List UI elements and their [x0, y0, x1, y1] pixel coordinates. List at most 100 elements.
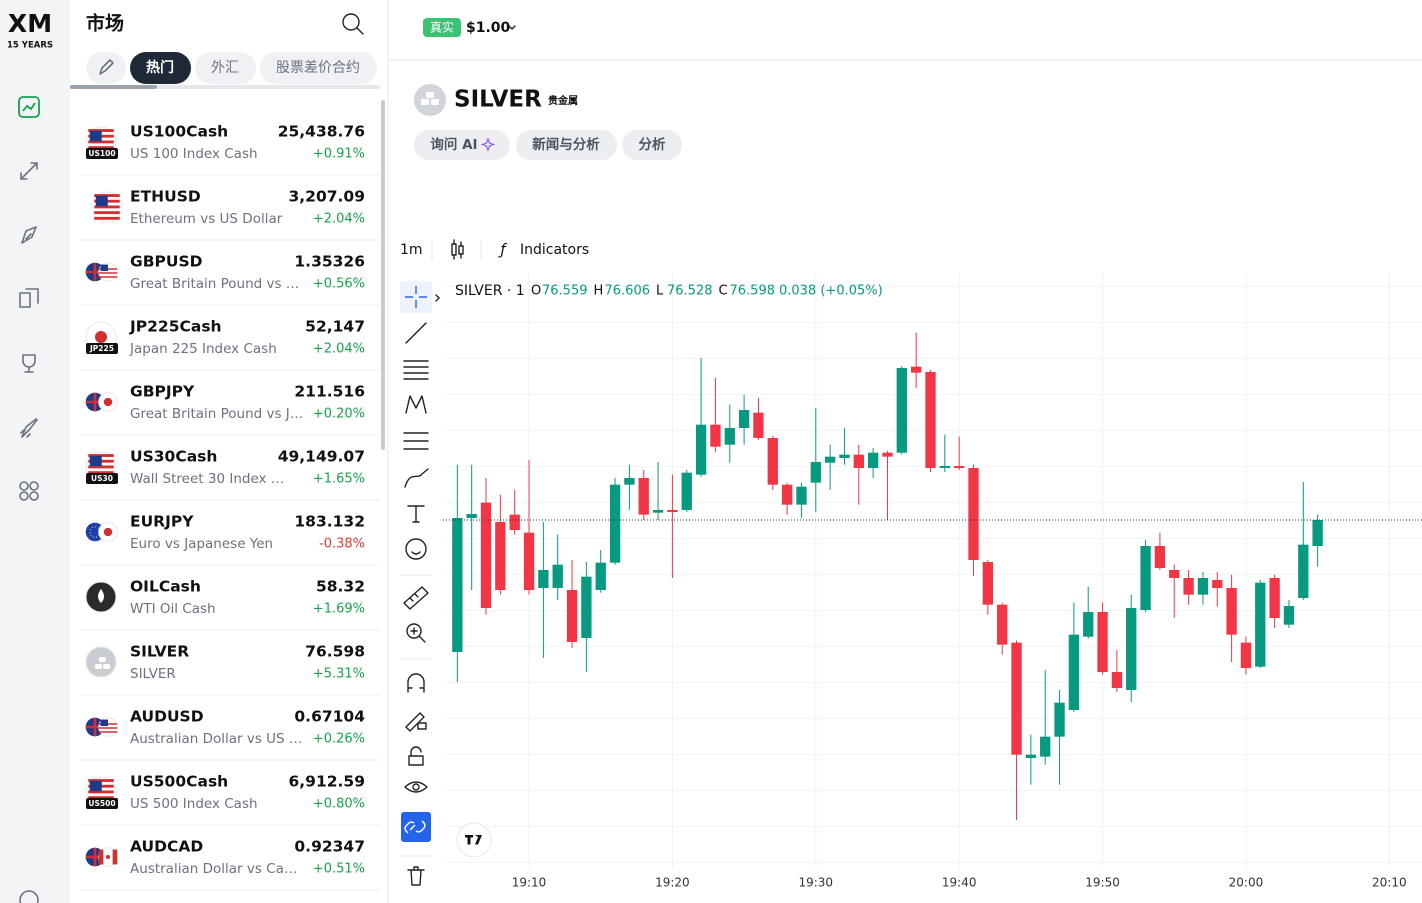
- candle-body: [552, 564, 563, 588]
- projection-tool[interactable]: [403, 432, 429, 450]
- flag-stripe: [88, 146, 114, 150]
- news-button[interactable]: [516, 130, 617, 160]
- emoji-smile: [411, 551, 421, 555]
- candle: [638, 470, 649, 520]
- nav-markets[interactable]: [18, 96, 40, 118]
- flag-badge: [86, 473, 118, 484]
- candle-body: [452, 518, 463, 652]
- market-row[interactable]: US30 US30Cash Wall Street 30 Index … 49,149…: [80, 448, 380, 501]
- candle-body: [997, 604, 1008, 645]
- sync-tool-bg: [401, 812, 431, 842]
- market-row[interactable]: US100 US100Cash US 100 Index Cash 25,438.76…: [80, 123, 380, 176]
- market-title: 市场: [86, 12, 124, 35]
- x-tick-label: 20:10: [1372, 876, 1407, 890]
- legend-key: O: [531, 284, 541, 299]
- market-row[interactable]: AUDCAD Australian Dollar vs Ca… 0.92347 +0.…: [80, 838, 380, 891]
- flag-canton: [100, 719, 108, 727]
- nav-explore[interactable]: [21, 226, 37, 244]
- candle: [1298, 482, 1309, 600]
- candle: [538, 522, 549, 658]
- chart-type-button[interactable]: [451, 239, 464, 260]
- balance-chevron[interactable]: [508, 25, 516, 30]
- market-row[interactable]: JP225 JP225Cash Japan 225 Index Cash 52,147…: [80, 318, 380, 371]
- candle: [925, 370, 936, 472]
- visibility-tool[interactable]: [404, 781, 428, 793]
- legend-label: SILVER · 1: [455, 283, 525, 299]
- account-mode-badge[interactable]: [423, 18, 461, 37]
- legend-value: 76.598: [730, 284, 776, 299]
- nav-trophy[interactable]: [22, 354, 36, 373]
- market-row[interactable]: OILCash WTI Oil Cash 58.32 +1.69%: [80, 578, 380, 631]
- nav-trade[interactable]: [20, 162, 38, 180]
- candle: [667, 474, 678, 578]
- tools-expand[interactable]: [435, 294, 440, 302]
- text-tool[interactable]: [407, 505, 425, 523]
- nav-support[interactable]: [19, 890, 39, 903]
- candle-body: [1197, 578, 1209, 595]
- lock-draw-tool[interactable]: [405, 712, 427, 732]
- market-row[interactable]: US500 US500Cash US 500 Index Cash 6,912.59 +…: [80, 773, 380, 826]
- x-tick-label: 20:00: [1229, 876, 1264, 890]
- ask-ai-button[interactable]: [414, 130, 510, 160]
- row-name: Australian Dollar vs Ca…: [130, 861, 297, 877]
- analysis-button[interactable]: [622, 130, 682, 160]
- tab-active[interactable]: [130, 52, 191, 84]
- trend-line-tool[interactable]: [405, 322, 427, 344]
- candle: [767, 436, 778, 490]
- fib-tool[interactable]: [403, 360, 429, 380]
- account-balance[interactable]: $1.00: [466, 20, 511, 36]
- delete-tool[interactable]: [407, 866, 425, 886]
- grid-horizontal: [443, 272, 1422, 868]
- candle: [1312, 514, 1323, 567]
- candle-body: [1226, 588, 1237, 635]
- row-price: 58.32: [316, 578, 365, 596]
- emoji-tool[interactable]: [405, 538, 427, 560]
- flag-canton: [89, 455, 102, 467]
- row-name: WTI Oil Cash: [130, 601, 216, 617]
- candle: [954, 436, 965, 470]
- lock-tool[interactable]: [408, 746, 424, 766]
- cursor-tool[interactable]: [405, 286, 427, 308]
- market-row[interactable]: GBPJPY Great Britain Pound vs J… 211.516 +0…: [80, 383, 380, 436]
- search-button[interactable]: [342, 13, 364, 35]
- nav-rocket[interactable]: [20, 418, 38, 438]
- candle: [681, 470, 692, 512]
- action-label: 分析: [639, 136, 667, 153]
- interval[interactable]: 1m: [400, 242, 423, 258]
- flag-stripe: [88, 140, 114, 144]
- ruler-tool[interactable]: [403, 586, 429, 610]
- tab[interactable]: [195, 52, 256, 84]
- magnet-tool[interactable]: [407, 673, 425, 693]
- market-row[interactable]: AUDUSD Australian Dollar vs US … 0.67104 +0…: [80, 708, 380, 761]
- candle-body: [839, 454, 850, 458]
- pattern-tool[interactable]: [405, 395, 427, 414]
- zoom-tool[interactable]: [406, 623, 422, 639]
- edit-tab[interactable]: [86, 52, 126, 84]
- list-scrollbar[interactable]: [381, 100, 385, 450]
- candle-body: [523, 532, 535, 590]
- indicators-button[interactable]: Indicators: [520, 242, 589, 258]
- market-row[interactable]: SILVER SILVER 76.598 +5.31%: [80, 643, 380, 696]
- nav-markets-glyph: [22, 102, 36, 112]
- candle: [724, 404, 735, 463]
- row-change: +0.20%: [313, 407, 365, 422]
- sync-tool[interactable]: [404, 820, 426, 834]
- candle-body: [1240, 642, 1252, 668]
- flag-badge-label: US500: [88, 799, 115, 808]
- legend-key: C: [719, 284, 728, 299]
- brush-tool[interactable]: [404, 468, 429, 488]
- row-symbol: SILVER: [130, 643, 189, 661]
- row-symbol: JP225Cash: [129, 318, 222, 336]
- market-row[interactable]: ETHUSD Ethereum vs US Dollar 3,207.09 +2.04…: [80, 188, 380, 241]
- market-row[interactable]: GBPUSD Great Britain Pound vs … 1.35326 +0.…: [80, 253, 380, 306]
- row-change: +1.69%: [313, 602, 365, 617]
- tab[interactable]: [260, 52, 377, 84]
- nav-copy[interactable]: [19, 288, 39, 308]
- nav-apps[interactable]: [19, 481, 39, 501]
- candle-body: [853, 454, 864, 468]
- candle-body: [796, 486, 807, 505]
- row-name: Japan 225 Index Cash: [129, 341, 277, 357]
- candle: [1083, 586, 1094, 639]
- market-row[interactable]: EURJPY Euro vs Japanese Yen 183.132 -0.38%: [80, 513, 380, 566]
- tv-logo[interactable]: [456, 822, 492, 858]
